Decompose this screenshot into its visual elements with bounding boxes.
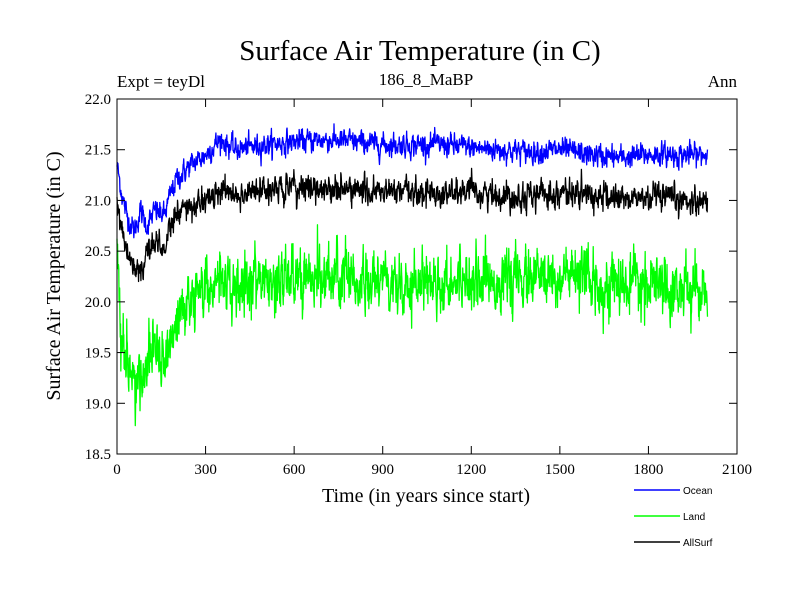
legend-label-land: Land bbox=[683, 512, 705, 523]
x-tick-label: 1200 bbox=[456, 462, 486, 478]
series-line-allsurf bbox=[116, 167, 709, 283]
y-tick-label: 22.0 bbox=[85, 92, 111, 108]
x-tick-label: 0 bbox=[113, 462, 121, 478]
chart-title: Surface Air Temperature (in C) bbox=[239, 35, 600, 67]
x-tick-label: 900 bbox=[371, 462, 394, 478]
x-tick-label: 600 bbox=[283, 462, 306, 478]
x-tick-label: 1500 bbox=[545, 462, 575, 478]
legend: Ocean Land AllSurf bbox=[634, 486, 713, 549]
y-tick-label: 21.0 bbox=[85, 193, 111, 209]
y-tick-label: 21.5 bbox=[85, 143, 111, 159]
series-line-ocean bbox=[116, 123, 709, 239]
series-line-land bbox=[116, 224, 709, 427]
y-tick-label: 19.0 bbox=[85, 396, 111, 412]
y-tick-label: 19.5 bbox=[85, 346, 111, 362]
experiment-label: Expt = teyDl bbox=[117, 72, 205, 91]
legend-label-allsurf: AllSurf bbox=[683, 538, 713, 549]
plot-frame bbox=[116, 98, 738, 455]
y-tick-label: 20.0 bbox=[85, 295, 111, 311]
series-layer bbox=[116, 123, 709, 427]
season-label: Ann bbox=[708, 72, 738, 91]
y-axis-label: Surface Air Temperature (in C) bbox=[43, 151, 65, 400]
chart-subtitle: 186_8_MaBP bbox=[379, 70, 473, 89]
axis-layer: 0 300 600 900 1200 1500 1800 2100 18.5 19.0 19.5 20… bbox=[85, 92, 752, 478]
legend-label-ocean: Ocean bbox=[683, 486, 712, 497]
y-tick-label: 18.5 bbox=[85, 447, 111, 463]
x-tick-label: 1800 bbox=[633, 462, 663, 478]
y-tick-label: 20.5 bbox=[85, 244, 111, 260]
x-axis-label: Time (in years since start) bbox=[322, 485, 530, 507]
x-tick-label: 2100 bbox=[722, 462, 752, 478]
x-tick-label: 300 bbox=[194, 462, 217, 478]
